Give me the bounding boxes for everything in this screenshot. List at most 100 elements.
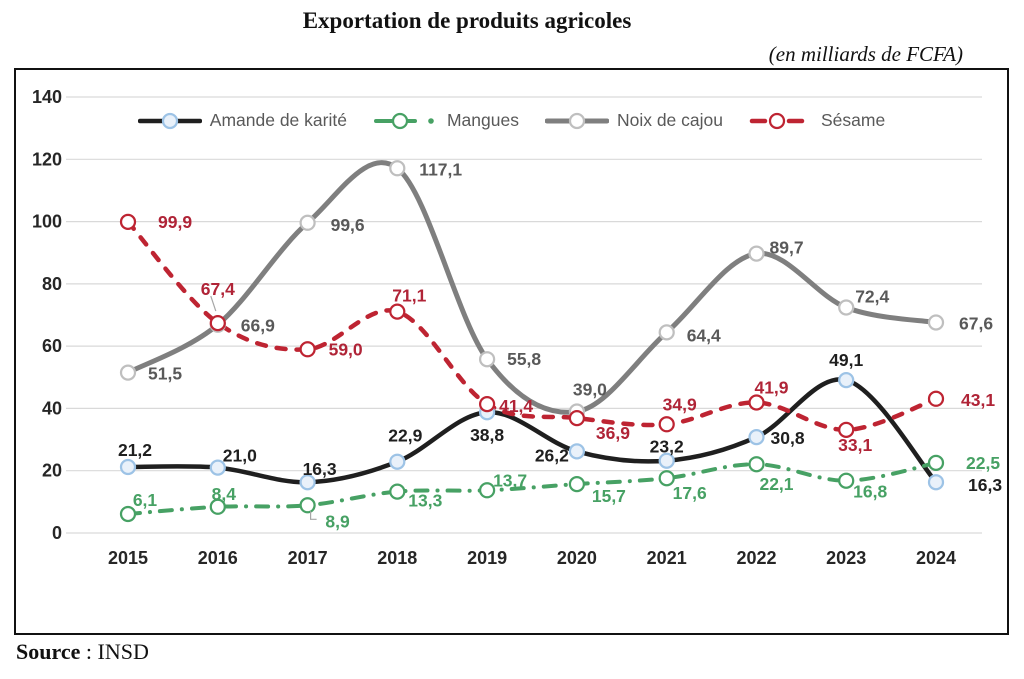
- data-point-marker: [568, 475, 586, 493]
- data-point-marker: [838, 472, 855, 489]
- x-axis-label: 2024: [916, 548, 956, 568]
- legend-key-icon: [137, 112, 202, 129]
- data-label: 22,5: [966, 453, 1000, 473]
- data-point-marker: [209, 498, 226, 515]
- data-label: 21,2: [118, 440, 152, 460]
- data-point-marker: [209, 459, 226, 476]
- data-point-marker: [478, 482, 496, 499]
- data-label: 33,1: [838, 435, 872, 455]
- legend-item: Sésame: [749, 110, 885, 131]
- data-point-marker: [299, 474, 316, 491]
- data-label: 15,7: [592, 486, 626, 506]
- data-point-marker: [927, 454, 945, 472]
- y-axis-tick-label: 80: [42, 274, 62, 294]
- y-axis-tick-label: 40: [42, 398, 62, 418]
- label-leader-line: [310, 511, 317, 520]
- chart-area: 0 20 40 60 80 100 120 140 2015 2016 2017 2018 2019 20…: [14, 68, 1009, 635]
- data-point-marker: [748, 428, 765, 446]
- data-label: 13,3: [408, 491, 442, 511]
- data-point-marker: [299, 341, 316, 358]
- data-point-marker: [478, 351, 496, 368]
- chart-legend: Amande de karité Mangues Noix de cajou Sésa…: [16, 110, 1007, 131]
- data-point-marker: [748, 394, 765, 411]
- data-point-marker: [927, 390, 945, 407]
- x-axis-label: 2016: [198, 548, 238, 568]
- data-label: 64,4: [687, 325, 721, 345]
- data-point-marker: [119, 458, 137, 476]
- data-label: 72,4: [855, 287, 889, 307]
- legend-label: Noix de cajou: [616, 110, 723, 130]
- data-label: 22,9: [388, 426, 422, 446]
- data-label: 30,8: [771, 428, 805, 448]
- x-axis-label: 2018: [377, 548, 417, 568]
- x-axis-label: 2023: [826, 548, 866, 568]
- data-point-marker: [658, 452, 675, 469]
- data-point-marker: [299, 214, 316, 231]
- data-label: 43,1: [961, 390, 995, 410]
- x-axis-label: 2017: [288, 548, 328, 568]
- x-axis-label: 2019: [467, 548, 507, 568]
- data-label: 17,6: [673, 483, 707, 503]
- data-point-marker: [299, 497, 316, 514]
- data-label: 26,2: [535, 445, 569, 465]
- data-point-marker: [389, 483, 406, 500]
- legend-item: Noix de cajou: [544, 110, 723, 131]
- y-axis-tick-label: 120: [32, 149, 62, 169]
- data-label: 41,9: [754, 378, 788, 398]
- data-point-marker: [209, 314, 226, 332]
- chart-unit-subtitle: (en milliards de FCFA): [768, 42, 963, 66]
- data-label: 23,2: [650, 437, 684, 457]
- data-point-marker: [478, 395, 496, 413]
- data-label: 55,8: [507, 349, 541, 369]
- legend-label: Amande de karité: [209, 110, 347, 130]
- source-value: INSD: [97, 639, 149, 664]
- data-point-marker: [658, 416, 675, 433]
- data-label: 36,9: [596, 423, 630, 443]
- y-axis-tick-label: 60: [42, 336, 62, 356]
- data-label: 21,0: [223, 446, 257, 466]
- data-point-marker: [119, 364, 137, 381]
- data-label: 38,8: [470, 425, 504, 445]
- x-axis-label: 2015: [108, 548, 148, 568]
- data-label: 34,9: [663, 394, 697, 414]
- data-label: 117,1: [419, 159, 462, 179]
- data-point-marker: [838, 299, 855, 316]
- y-axis-tick-label: 0: [52, 523, 62, 543]
- legend-item: Amande de karité: [137, 110, 347, 131]
- data-label: 8,9: [325, 511, 350, 531]
- y-axis-tick-label: 20: [42, 461, 62, 481]
- data-point-marker: [389, 453, 406, 470]
- line-chart-canvas: 0 20 40 60 80 100 120 140 2015 2016 2017 2018 2019 20…: [32, 87, 1002, 568]
- data-label: 16,8: [853, 482, 887, 502]
- data-point-marker: [389, 160, 406, 177]
- data-label: 99,6: [331, 215, 365, 235]
- label-leader-line: [210, 295, 217, 312]
- data-label: 89,7: [770, 238, 804, 258]
- x-axis-label: 2020: [557, 548, 597, 568]
- data-label: 71,1: [392, 286, 426, 306]
- data-point-marker: [838, 421, 855, 439]
- data-label: 6,1: [133, 490, 158, 510]
- data-point-marker: [568, 409, 586, 427]
- data-label: 8,4: [212, 484, 237, 504]
- data-label: 67,6: [959, 314, 993, 334]
- data-label: 22,1: [759, 474, 793, 494]
- data-point-marker: [568, 443, 586, 460]
- y-axis-tick-label: 140: [32, 87, 62, 107]
- legend-key-icon: [749, 112, 805, 129]
- data-label: 13,7: [493, 470, 527, 490]
- legend-item: Mangues: [373, 110, 519, 131]
- data-point-marker: [119, 505, 137, 523]
- source-label: Source: [16, 639, 81, 664]
- legend-label: Sésame: [821, 110, 886, 130]
- data-point-marker: [389, 303, 406, 320]
- y-axis-tick-label: 100: [32, 212, 62, 232]
- data-point-marker: [748, 456, 765, 473]
- x-axis-label: 2022: [736, 548, 776, 568]
- legend-key-icon: [373, 112, 434, 129]
- legend-label: Mangues: [446, 110, 519, 130]
- data-point-marker: [838, 371, 855, 389]
- data-label: 59,0: [329, 339, 363, 359]
- source-note: Source : INSD: [16, 639, 149, 665]
- series-line-Mangues: [126, 460, 938, 516]
